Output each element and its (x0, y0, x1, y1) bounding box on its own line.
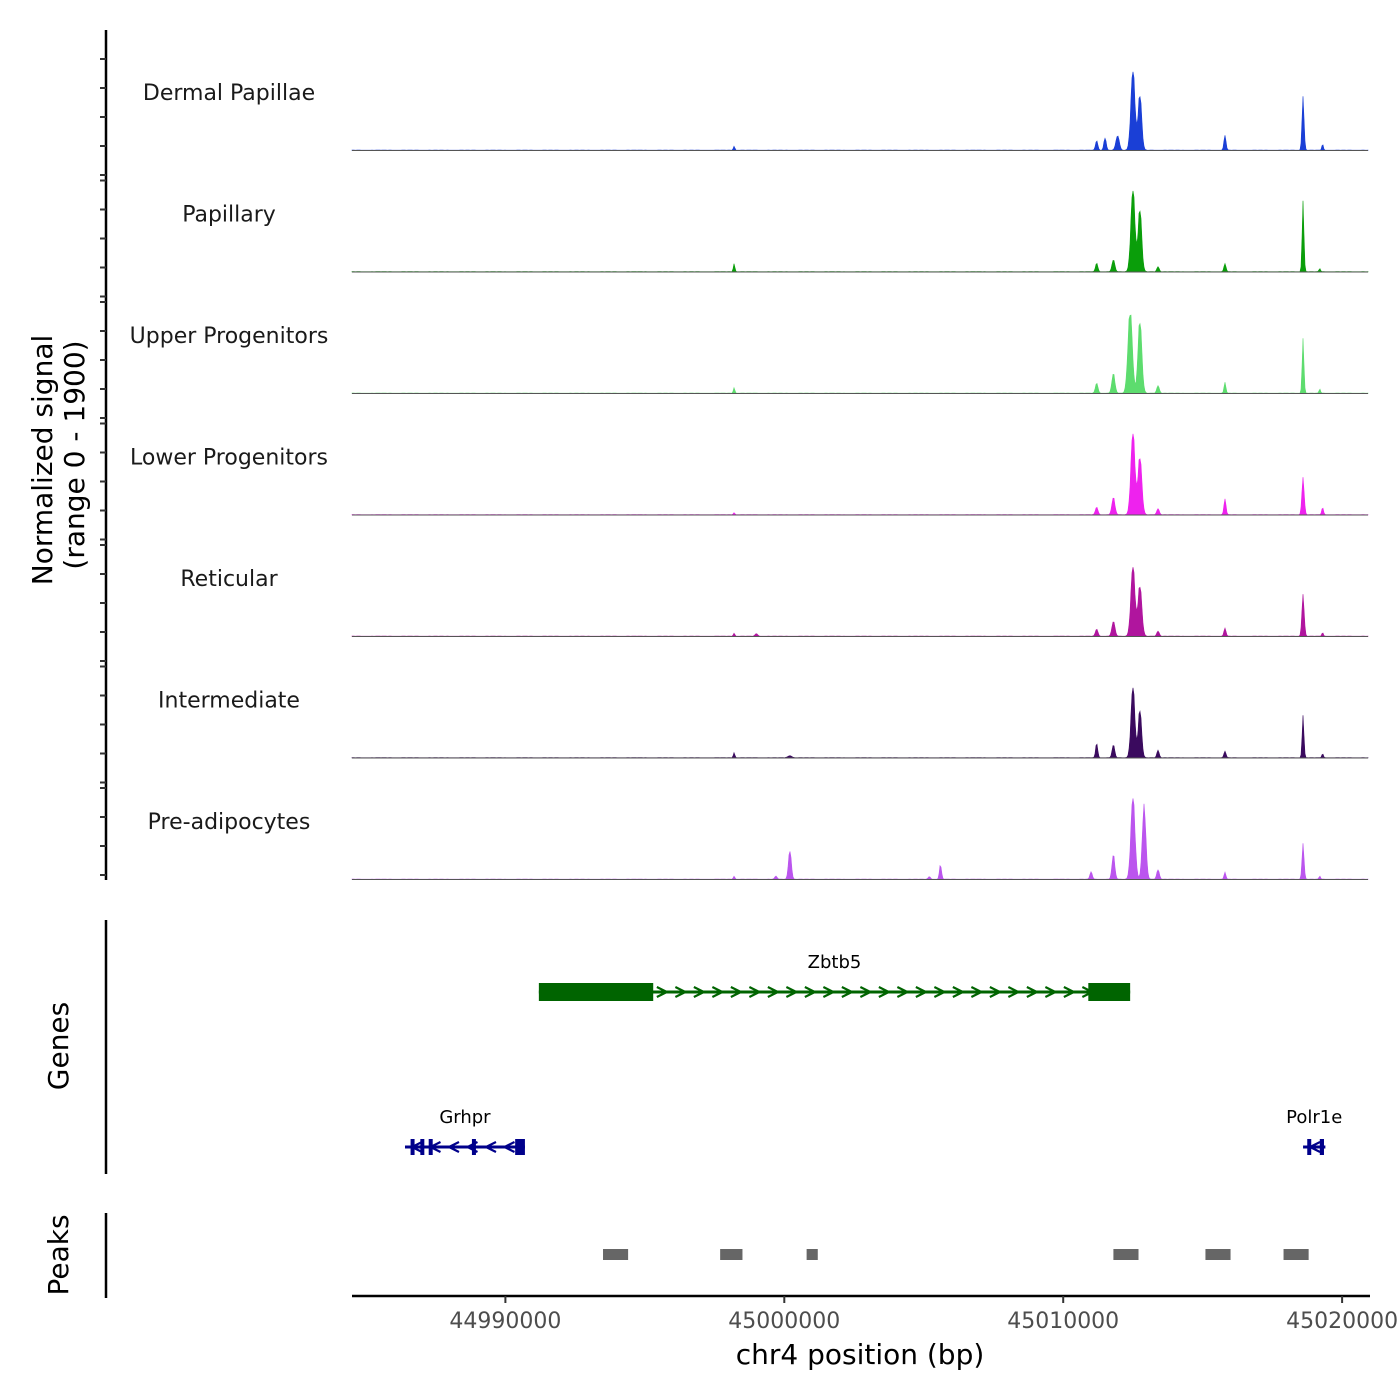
strand-arrow (693, 986, 707, 998)
strand-arrow (1007, 986, 1021, 998)
track-papillary: Papillary (182, 190, 1369, 273)
genes-track-label: Genes (42, 1002, 75, 1090)
gene-exon (410, 1139, 415, 1155)
strand-arrow (878, 986, 892, 998)
strand-arrow (1063, 986, 1077, 998)
track-lower-progenitors: Lower Progenitors (130, 433, 1369, 516)
strand-arrow (896, 986, 910, 998)
signal-tracks: Dermal Papillae Papillary Upper Progenitor… (130, 71, 1369, 880)
peak-region (1283, 1249, 1309, 1260)
gene-exon (515, 1139, 525, 1155)
gene-label: Grhpr (439, 1107, 491, 1128)
signal-area (351, 190, 1369, 273)
strand-arrow (446, 1141, 460, 1153)
gene-label: Zbtb5 (808, 952, 862, 973)
x-axis: 44990000 45000000 45010000 45020000 (352, 1294, 1398, 1334)
peaks-track: Peaks (42, 1213, 1309, 1298)
track-pre-adipocytes: Pre-adipocytes (148, 798, 1369, 880)
track-label: Intermediate (158, 689, 300, 714)
peak-region (806, 1249, 818, 1260)
strand-arrow (767, 986, 781, 998)
strand-arrow (711, 986, 725, 998)
x-tick-label: 44990000 (449, 1309, 561, 1334)
track-label: Pre-adipocytes (148, 810, 311, 835)
strand-arrow (1026, 986, 1040, 998)
x-axis-title: chr4 position (bp) (736, 1338, 985, 1371)
strand-arrow (952, 986, 966, 998)
strand-arrow (915, 986, 929, 998)
peak-region (1113, 1249, 1139, 1260)
gene-exon (420, 1139, 425, 1155)
strand-arrow (989, 986, 1003, 998)
x-tick-label: 45000000 (728, 1309, 840, 1334)
strand-arrow (674, 986, 688, 998)
signal-area (351, 314, 1369, 394)
gene-exon (428, 1139, 433, 1155)
signal-y-axis (100, 30, 108, 880)
peak-region (603, 1249, 629, 1260)
track-intermediate: Intermediate (158, 687, 1369, 759)
gene-zbtb5: Zbtb5 (538, 952, 1131, 1001)
gene-exon (1319, 1139, 1324, 1155)
track-label: Papillary (182, 203, 276, 228)
strand-arrow (804, 986, 818, 998)
track-label: Reticular (180, 567, 278, 592)
x-tick-label: 45010000 (1007, 1309, 1119, 1334)
track-label: Dermal Papillae (143, 81, 315, 106)
signal-area (351, 71, 1369, 151)
signal-area (351, 433, 1369, 516)
peak-region (1205, 1249, 1231, 1260)
track-label: Upper Progenitors (130, 324, 329, 349)
strand-arrow (483, 1141, 497, 1153)
gene-exon (1307, 1139, 1312, 1155)
peak-region (720, 1249, 743, 1260)
track-upper-progenitors: Upper Progenitors (130, 314, 1369, 394)
track-reticular: Reticular (180, 567, 1369, 637)
signal-area (351, 567, 1369, 637)
gene-exon (471, 1139, 476, 1155)
strand-arrow (822, 986, 836, 998)
strand-arrow (841, 986, 855, 998)
signal-area (351, 687, 1369, 759)
strand-arrow (859, 986, 873, 998)
track-label: Lower Progenitors (130, 446, 328, 471)
track-dermal-papillae: Dermal Papillae (143, 71, 1369, 151)
strand-arrow (970, 986, 984, 998)
gene-exon (1088, 983, 1131, 1001)
strand-arrow (730, 986, 744, 998)
strand-arrow (933, 986, 947, 998)
strand-arrow (1044, 986, 1058, 998)
strand-arrow (502, 1141, 515, 1153)
strand-arrow (656, 986, 670, 998)
signal-y-axis-range: (range 0 - 1900) (58, 340, 91, 569)
strand-arrow (748, 986, 762, 998)
signal-y-axis-title: Normalized signal (26, 335, 59, 586)
genes-track: Genes Zbtb5 Grhpr Polr1e (42, 920, 1342, 1174)
strand-arrow (785, 986, 799, 998)
gene-exon (538, 983, 654, 1001)
gene-grhpr: Grhpr (404, 1107, 525, 1155)
peaks-track-label: Peaks (42, 1214, 75, 1295)
gene-polr1e: Polr1e (1286, 1107, 1342, 1155)
gene-label: Polr1e (1286, 1107, 1342, 1128)
signal-area (351, 798, 1369, 880)
x-tick-label: 45020000 (1286, 1309, 1398, 1334)
